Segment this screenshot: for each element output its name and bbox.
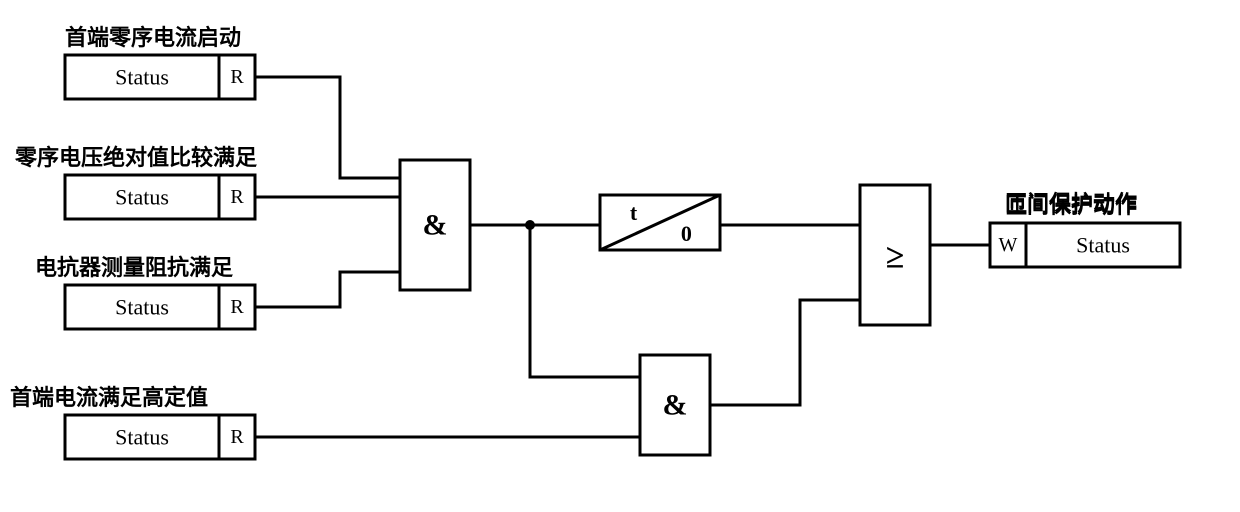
- wire: [255, 272, 400, 307]
- status-text: Status: [115, 425, 169, 450]
- or-symbol: ≥: [886, 239, 905, 276]
- block-label: 电抗器测量阻抗满足: [35, 255, 233, 280]
- block-label: 首端电流满足高定值: [10, 385, 208, 410]
- timer-0: 0: [681, 221, 692, 246]
- status-text: Status: [115, 185, 169, 210]
- port-r: R: [230, 66, 244, 88]
- status-text: Status: [115, 295, 169, 320]
- port-r: R: [230, 296, 244, 318]
- status-text: Status: [115, 65, 169, 90]
- and-gate-2-symbol: &: [663, 389, 688, 422]
- port-r: R: [230, 186, 244, 208]
- status-text: Status: [1076, 233, 1130, 258]
- block-label: 零序电压绝对值比较满足: [14, 145, 257, 170]
- block-label: 匝间保护动作: [1005, 193, 1137, 218]
- timer-t: t: [630, 200, 638, 225]
- wire: [710, 300, 860, 405]
- port-w: W: [999, 234, 1018, 256]
- block-label: 首端零序电流启动: [65, 25, 241, 50]
- and-gate-1-symbol: &: [423, 209, 448, 242]
- wire: [255, 77, 400, 178]
- port-r: R: [230, 426, 244, 448]
